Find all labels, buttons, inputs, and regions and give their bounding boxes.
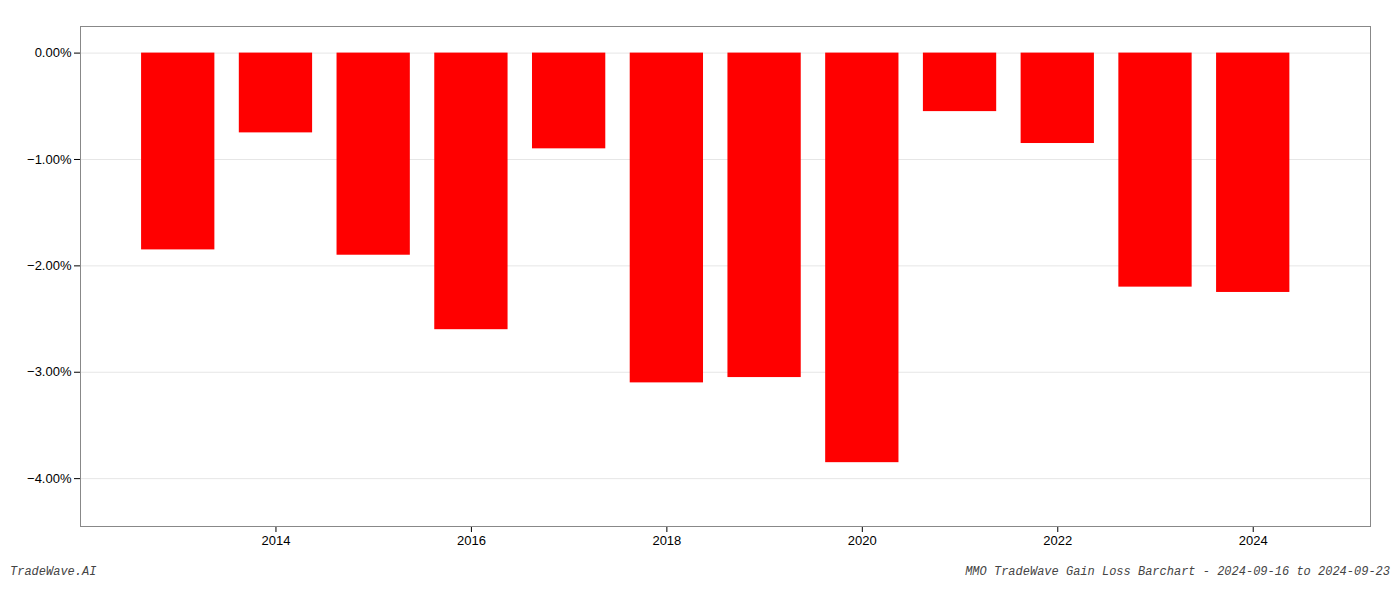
svg-text:0.00%: 0.00% bbox=[35, 45, 72, 60]
svg-text:−4.00%: −4.00% bbox=[27, 471, 72, 486]
svg-text:2020: 2020 bbox=[848, 533, 877, 548]
html-text:MMO TradeWave Gain Loss Barcha: MMO TradeWave Gain Loss Barchart - 2024-… bbox=[965, 565, 1390, 579]
svg-text:−1.00%: −1.00% bbox=[27, 152, 72, 167]
html-text:TradeWave.AI: TradeWave.AI bbox=[10, 565, 97, 579]
svg-text:2022: 2022 bbox=[1043, 533, 1072, 548]
svg-text:2018: 2018 bbox=[652, 533, 681, 548]
svg-text:2024: 2024 bbox=[1239, 533, 1268, 548]
svg-text:−2.00%: −2.00% bbox=[27, 258, 72, 273]
svg-text:2014: 2014 bbox=[261, 533, 290, 548]
svg-text:−3.00%: −3.00% bbox=[27, 364, 72, 379]
svg-text:2016: 2016 bbox=[457, 533, 486, 548]
